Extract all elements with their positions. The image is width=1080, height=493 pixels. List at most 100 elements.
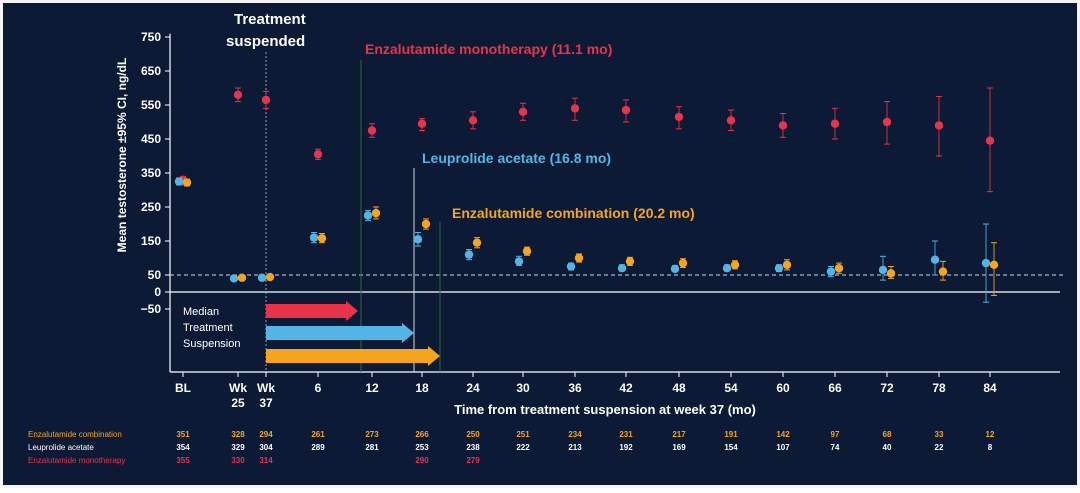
leuprolide-point [826,267,836,276]
enza-mono-point [518,107,528,117]
leuprolide-point [722,264,732,273]
enza-combo-point [574,253,584,263]
at-risk-value: 253 [415,443,429,452]
leuprolide-point [257,273,267,282]
enza-mono-point [621,105,631,115]
enza-combo-label: Enzalutamide combination (20.2 mo) [452,205,695,221]
at-risk-value: 290 [415,456,429,465]
y-tick-label: 350 [141,166,161,180]
x-tick-label: 36 [568,381,582,395]
y-tick-label: 650 [141,64,161,78]
at-risk-value: 8 [988,443,993,452]
y-tick-label: 250 [141,200,161,214]
at-risk-value: 314 [259,456,273,465]
enza-combo-point [886,269,896,278]
at-risk-value: 238 [466,443,480,452]
enza-combo-point [522,247,532,256]
data-marks-layer [174,87,999,303]
leuprolide-point [981,258,991,268]
y-tick-label: 750 [141,30,161,44]
x-tick-label: 24 [466,381,480,395]
median-arrows-layer [266,301,440,366]
legend-suspension: Suspension [183,338,241,350]
at-risk-value: 97 [831,430,840,439]
enza-combo-point [237,273,247,282]
enza-mono-point [726,116,736,125]
legend-median: Median [183,306,219,318]
at-risk-value: 222 [516,443,530,452]
legend-treatment: Treatment [183,322,233,334]
leuprolide-median-arrow-body [266,326,404,340]
leuprolide-point [514,257,524,266]
leuprolide-point [930,255,940,264]
enza-combo-point [421,219,431,229]
at-risk-value: 279 [466,456,480,465]
top-border [0,0,1080,3]
at-risk-value: 266 [415,430,429,439]
at-risk-value: 154 [724,443,738,452]
leuprolide-median-arrow-head [402,323,414,343]
x-axis-title: Time from treatment suspension at week 3… [454,402,756,417]
x-tick-label: 37 [259,396,273,410]
at-risk-value: 351 [176,430,190,439]
x-tick-label: 6 [315,381,322,395]
combo-median-arrow-body [266,349,430,363]
enza-combo-point [938,267,948,276]
y-tick-label: 50 [148,268,162,282]
x-tick-label: BL [175,381,191,395]
y-tick-label: 550 [141,98,161,112]
enza-mono-point [261,95,271,105]
enza-combo-point [834,264,844,273]
right-border [1077,0,1080,488]
at-risk-value: 231 [619,430,633,439]
at-risk-value: 251 [516,430,530,439]
enza-mono-point [934,121,944,130]
y-tick-label: 0 [154,285,161,299]
enza-mono-point [778,121,788,130]
at-risk-value: 33 [935,430,944,439]
at-risk-value: 330 [231,456,245,465]
x-tick-label: 78 [932,381,946,395]
enza-mono-point [830,119,840,128]
mono-median-arrow-head [346,301,358,321]
enza-combo-point [317,234,327,243]
at-risk-value: 328 [231,430,245,439]
treatment-suspended-line2: suspended [226,33,305,50]
at-risk-value: 281 [365,443,379,452]
leuprolide-point [464,250,474,259]
at-risk-table: Enzalutamide combination 351 328 294 261 273 2… [28,430,995,465]
leuprolide-point [670,264,680,274]
leuprolide-point [413,235,423,244]
leuprolide-point [566,262,576,271]
x-tick-label: 84 [983,381,997,395]
left-border [0,0,3,488]
enza-combo-point [265,272,275,282]
y-tick-label: −50 [141,302,162,316]
x-tick-label: 18 [415,381,429,395]
at-risk-row-label: Leuprolide acetate [28,443,94,452]
at-risk-value: 329 [231,443,245,452]
at-risk-value: 294 [259,430,273,439]
leuprolide-point [878,265,888,275]
x-tick-label: Wk [229,381,247,395]
at-risk-value: 169 [672,443,686,452]
combo-median-arrow-head [428,346,440,366]
enza-combo-point [472,238,482,247]
enza-combo-point [371,208,381,218]
enza-combo-point [678,258,688,268]
leuprolide-point [309,233,319,242]
at-risk-value: 355 [176,456,190,465]
enza-combo-point [782,260,792,269]
at-risk-value: 142 [776,430,790,439]
leuprolide-point [229,274,239,283]
x-tick-label: 48 [672,381,686,395]
enza-mono-point [313,150,323,159]
mono-median-arrow-body [266,304,348,318]
at-risk-value: 261 [311,430,325,439]
at-risk-value: 40 [883,443,892,452]
at-risk-value: 74 [831,443,840,452]
suspension-lines-layer [265,52,441,372]
at-risk-value: 234 [568,430,582,439]
